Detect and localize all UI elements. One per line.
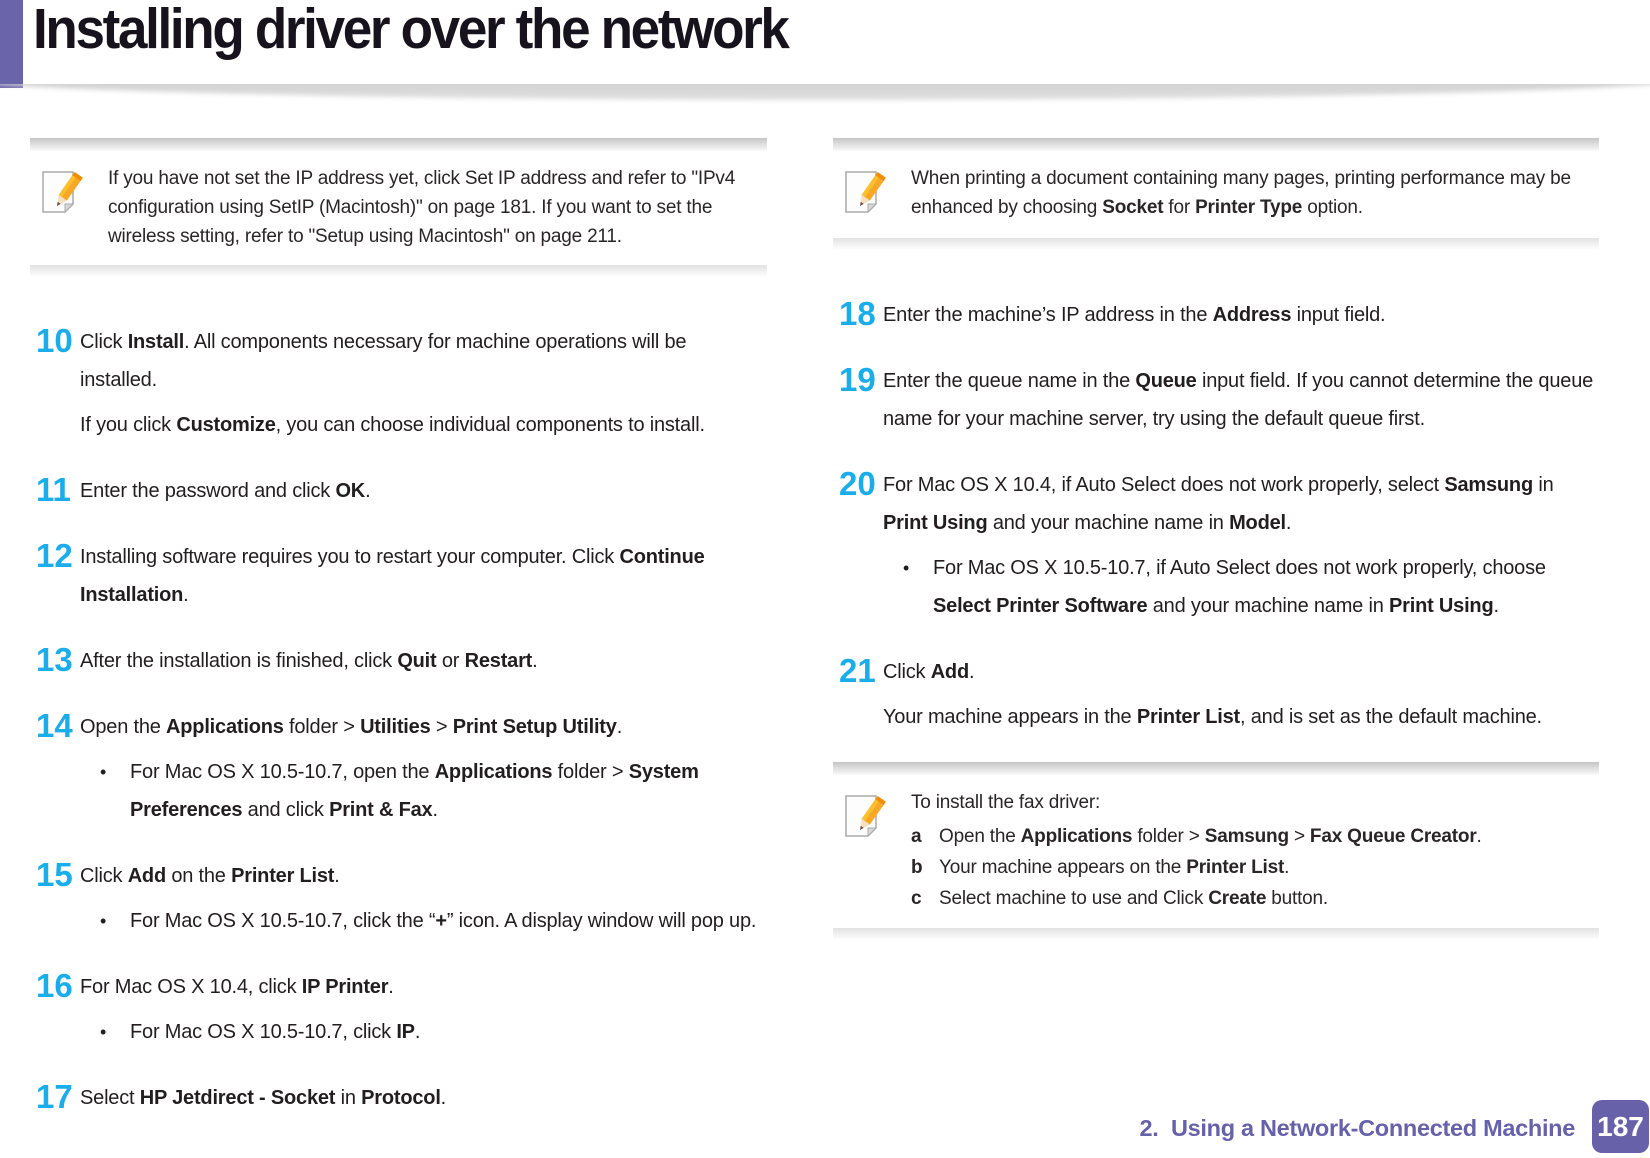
- step-number: 13: [36, 641, 73, 678]
- step-21: 21 Click Add. Your machine appears in th…: [833, 651, 1599, 736]
- step-text: Open the Applications folder > Utilities…: [80, 716, 623, 738]
- step-15: 15 Click Add on the Printer List. • For …: [30, 855, 767, 940]
- note-bottom-gradient: [833, 928, 1599, 940]
- right-column: When printing a document containing many…: [833, 138, 1599, 984]
- step-number: 17: [36, 1078, 73, 1115]
- note-list-item: a Open the Applications folder > Samsung…: [911, 821, 1482, 852]
- bullet-dot: •: [100, 911, 107, 931]
- item-text: Open the Applications folder > Samsung >…: [939, 826, 1482, 847]
- bullet-item: • For Mac OS X 10.5-10.7, click the “+” …: [100, 902, 767, 940]
- step-20: 20 For Mac OS X 10.4, if Auto Select doe…: [833, 464, 1599, 625]
- left-column: If you have not set the IP address yet, …: [30, 138, 767, 1143]
- page-title: Installing driver over the network: [33, 0, 790, 61]
- step-number: 16: [36, 967, 73, 1004]
- bullet-item: • For Mac OS X 10.5-10.7, if Auto Select…: [903, 549, 1599, 625]
- step-17: 17 Select HP Jetdirect - Socket in Proto…: [30, 1077, 767, 1117]
- note-bottom-gradient: [833, 238, 1599, 250]
- note-box-ip-address: If you have not set the IP address yet, …: [30, 138, 767, 277]
- step-number: 15: [36, 856, 73, 893]
- item-label: b: [911, 857, 923, 878]
- pencil-note-icon: [843, 781, 889, 914]
- step-text: Installing software requires you to rest…: [80, 546, 705, 606]
- step-text: Enter the password and click OK.: [80, 480, 371, 502]
- note-bottom-gradient: [30, 265, 767, 277]
- bullet-dot: •: [903, 558, 910, 578]
- item-label: a: [911, 826, 922, 847]
- chapter-title: 2. Using a Network-Connected Machine: [1139, 1114, 1576, 1141]
- step-number: 14: [36, 707, 73, 744]
- item-text: Select machine to use and Click Create b…: [939, 888, 1328, 909]
- note-top-gradient: [30, 138, 767, 151]
- note-text: When printing a document containing many…: [911, 168, 1571, 218]
- step-text: Enter the queue name in the Queue input …: [883, 370, 1594, 430]
- step-number: 11: [36, 471, 71, 508]
- step-18: 18 Enter the machine’s IP address in the…: [833, 294, 1599, 334]
- step-text: Your machine appears in the Printer List…: [883, 706, 1542, 728]
- step-14: 14 Open the Applications folder > Utilit…: [30, 706, 767, 829]
- step-number: 19: [839, 361, 876, 398]
- pencil-note-icon: [843, 157, 889, 224]
- step-text: For Mac OS X 10.4, if Auto Select does n…: [883, 474, 1554, 534]
- step-text: If you click Customize, you can choose i…: [80, 414, 705, 436]
- step-text: After the installation is finished, clic…: [80, 650, 538, 672]
- step-text: Click Install. All components necessary …: [80, 331, 687, 391]
- step-text: Enter the machine’s IP address in the Ad…: [883, 304, 1386, 326]
- step-11: 11 Enter the password and click OK.: [30, 470, 767, 510]
- step-number: 12: [36, 537, 73, 574]
- step-text: Click Add.: [883, 661, 975, 683]
- step-number: 10: [36, 322, 73, 359]
- step-10: 10 Click Install. All components necessa…: [30, 321, 767, 444]
- bullet-text: For Mac OS X 10.5-10.7, if Auto Select d…: [933, 557, 1546, 617]
- page-footer: 2. Using a Network-Connected Machine 187: [1140, 1098, 1650, 1158]
- step-12: 12 Installing software requires you to r…: [30, 536, 767, 614]
- page-number-badge: 187: [1592, 1100, 1649, 1153]
- bullet-item: • For Mac OS X 10.5-10.7, click IP.: [100, 1013, 767, 1051]
- note-top-gradient: [833, 138, 1599, 151]
- step-number: 20: [839, 465, 876, 502]
- note-list-item: c Select machine to use and Click Create…: [911, 883, 1482, 914]
- item-text: Your machine appears on the Printer List…: [939, 857, 1290, 878]
- header-divider: [0, 84, 1650, 108]
- bullet-dot: •: [100, 1022, 107, 1042]
- pencil-note-icon: [40, 157, 86, 251]
- bullet-text: For Mac OS X 10.5-10.7, click the “+” ic…: [130, 910, 757, 932]
- step-19: 19 Enter the queue name in the Queue inp…: [833, 360, 1599, 438]
- note-box-socket: When printing a document containing many…: [833, 138, 1599, 250]
- note-text: If you have not set the IP address yet, …: [108, 168, 736, 247]
- item-label: c: [911, 888, 922, 909]
- note-box-fax-driver: To install the fax driver: a Open the Ap…: [833, 762, 1599, 940]
- note-intro: To install the fax driver:: [911, 792, 1101, 813]
- step-16: 16 For Mac OS X 10.4, click IP Printer. …: [30, 966, 767, 1051]
- header-accent-bar: [0, 0, 23, 88]
- step-text: Select HP Jetdirect - Socket in Protocol…: [80, 1087, 447, 1109]
- bullet-text: For Mac OS X 10.5-10.7, click IP.: [130, 1021, 421, 1043]
- note-list-item: b Your machine appears on the Printer Li…: [911, 852, 1482, 883]
- note-top-gradient: [833, 762, 1599, 775]
- step-number: 18: [839, 295, 876, 332]
- step-text: Click Add on the Printer List.: [80, 865, 340, 887]
- step-number: 21: [839, 652, 876, 689]
- step-13: 13 After the installation is finished, c…: [30, 640, 767, 680]
- step-text: For Mac OS X 10.4, click IP Printer.: [80, 976, 394, 998]
- bullet-text: For Mac OS X 10.5-10.7, open the Applica…: [130, 761, 699, 821]
- bullet-item: • For Mac OS X 10.5-10.7, open the Appli…: [100, 753, 767, 829]
- bullet-dot: •: [100, 762, 107, 782]
